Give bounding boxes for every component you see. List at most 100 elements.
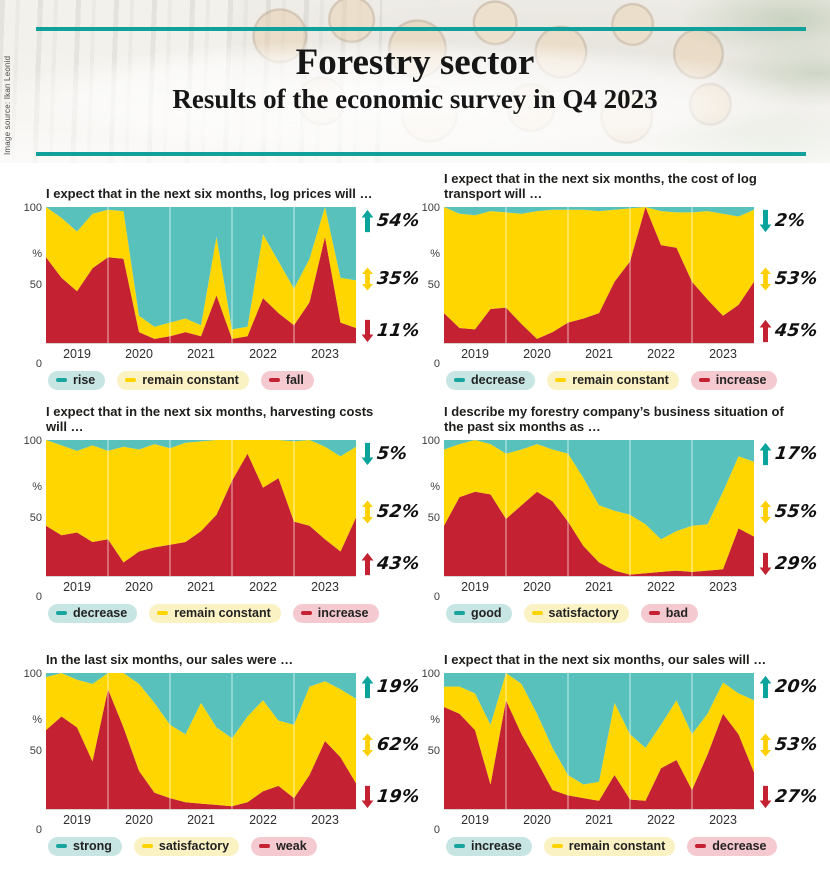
indicators: 54% 35% 11% (356, 207, 421, 343)
series-fall (46, 236, 356, 343)
legend-dash-teal (56, 378, 67, 382)
x-axis-label: 2021 (187, 347, 215, 361)
x-axis-labels: 2019 2020 2021 2022 2023 (46, 347, 356, 364)
arrow-up-glyph (361, 675, 374, 698)
title-block: Forestry sector Results of the economic … (0, 0, 830, 115)
stacked-area-chart (444, 673, 754, 809)
legend-pill: remain constant (543, 837, 676, 856)
series-remain-constant (46, 207, 356, 339)
legend-dash-red (695, 844, 707, 848)
legend-label: remain constant (174, 606, 271, 620)
indicator-down: 29% (759, 552, 819, 576)
chart-body: 100% 50 0 2019 2020 2021 2022 2023 17% 55% 29% (422, 435, 819, 603)
x-axis-label: 2022 (249, 347, 277, 361)
indicator-down: 19% (361, 785, 421, 809)
legend-label: weak (276, 839, 307, 853)
arrow-up-glyph (759, 442, 772, 465)
legend-pill: remain constant (117, 371, 249, 390)
x-axis-label: 2020 (125, 580, 153, 594)
x-axis-label: 2019 (461, 580, 489, 594)
indicator-value: 27% (773, 786, 819, 807)
legend-pill: weak (251, 837, 317, 856)
x-axis-labels: 2019 2020 2021 2022 2023 (444, 813, 754, 830)
y-axis-label: % (32, 480, 42, 493)
x-axis-label: 2022 (647, 813, 675, 827)
legend-pill: fall (260, 371, 314, 390)
indicator-value: 5% (375, 443, 409, 464)
indicator-value: 19% (375, 676, 421, 697)
arrow-down-icon (361, 319, 374, 342)
legend-dash-teal (454, 611, 465, 615)
legend-label: remain constant (568, 839, 666, 853)
indicator-value: 62% (375, 735, 421, 756)
arrow-down-glyph (759, 552, 772, 575)
stacked-area-chart (46, 207, 356, 343)
chart-module-2: I expect that in the next six months, th… (422, 170, 819, 390)
y-axis-label: 0 (433, 591, 440, 603)
y-axis-label: % (430, 480, 440, 493)
x-axis-label: 2019 (461, 347, 489, 361)
legend-dash-yellow (531, 611, 543, 615)
chart-plot (46, 673, 356, 810)
page-subtitle: Results of the economic survey in Q4 202… (172, 84, 658, 115)
legend-pill: decrease (687, 837, 777, 856)
y-axis-label: 100 (421, 668, 440, 680)
legend-pill: decrease (446, 371, 536, 390)
chart-plot (444, 207, 754, 344)
y-axis-label: 50 (427, 511, 440, 524)
arrow-down-glyph (759, 209, 772, 232)
y-axis-label: % (430, 247, 440, 260)
y-axis-label: 50 (29, 744, 42, 757)
legend-label: decrease (73, 606, 128, 620)
legend-label: fall (285, 373, 304, 387)
indicators: 5% 52% 43% (356, 440, 421, 576)
header: Image source: Ikan Leonid Forestry secto… (0, 0, 830, 163)
indicator-value: 52% (375, 502, 421, 523)
legend-dash-teal (56, 611, 67, 615)
indicator-value: 53% (773, 269, 819, 290)
legend-pill: good (446, 604, 512, 623)
y-axis-label: 0 (35, 591, 42, 603)
legend-dash-yellow (555, 378, 567, 382)
series-decrease (444, 700, 754, 809)
indicator-value: 19% (375, 786, 421, 807)
indicator-up: 20% (759, 675, 819, 699)
chart-body: 100% 50 0 2019 2020 2021 2022 2023 19% 62% 19% (24, 668, 421, 836)
chart-module-1: I expect that in the next six months, lo… (24, 170, 421, 390)
arrow-updown-icon (362, 733, 373, 757)
series-increase (46, 453, 356, 576)
legend: strong satisfactory weak (48, 837, 418, 856)
y-axis: 100% 50 0 (422, 435, 444, 603)
arrow-down-icon (759, 552, 772, 575)
y-axis: 100% 50 0 (422, 202, 444, 370)
arrow-up-icon (361, 209, 374, 232)
legend-label: increase (715, 373, 767, 387)
x-axis-label: 2023 (709, 347, 737, 361)
legend-pill: satisfactory (133, 837, 240, 856)
y-axis: 100% 50 0 (24, 202, 46, 370)
series-weak (46, 689, 356, 809)
indicator-up: 45% (759, 319, 819, 343)
legend-label: satisfactory (158, 839, 230, 853)
x-axis-labels: 2019 2020 2021 2022 2023 (46, 813, 356, 830)
arrow-updown-glyph (760, 733, 771, 757)
y-axis-label: % (32, 713, 42, 726)
x-axis-label: 2020 (523, 580, 551, 594)
legend-label: increase (471, 839, 522, 853)
indicators: 2% 53% 45% (754, 207, 819, 343)
chart-module-5: In the last six months, our sales were …… (24, 636, 421, 856)
x-axis-label: 2019 (461, 813, 489, 827)
chart-plot (46, 440, 356, 577)
plot-column: 2019 2020 2021 2022 2023 (46, 673, 356, 830)
y-axis-label: 0 (433, 358, 440, 370)
series-good (444, 440, 754, 540)
x-axis-label: 2021 (585, 813, 613, 827)
legend: good satisfactory bad (446, 604, 816, 623)
legend: decrease remain constant increase (446, 371, 816, 390)
plot-column: 2019 2020 2021 2022 2023 (444, 440, 754, 597)
legend-dash-yellow (551, 844, 563, 848)
chart-plot (444, 673, 754, 810)
plot-column: 2019 2020 2021 2022 2023 (46, 207, 356, 364)
arrow-up-icon (759, 675, 772, 698)
